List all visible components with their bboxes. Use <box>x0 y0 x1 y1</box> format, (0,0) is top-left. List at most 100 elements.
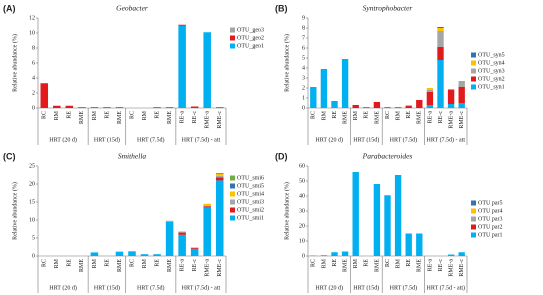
x-tick-label: RC <box>311 259 317 267</box>
x-tick-label: RE <box>332 111 338 119</box>
legend-swatch <box>471 208 476 214</box>
x-tick-label: RE-a <box>427 259 433 272</box>
bar-segment <box>437 28 444 31</box>
bar-segment <box>447 254 455 256</box>
x-tick-label: RM <box>353 258 359 268</box>
bar-segment <box>416 233 423 256</box>
y-tick-label: 0 <box>32 253 35 259</box>
bar-segment <box>78 107 86 108</box>
bar-segment <box>165 221 174 256</box>
x-tick-label: RME-a <box>448 259 454 277</box>
legend-label: OTU_smi1 <box>237 215 264 221</box>
bar-segment <box>405 233 412 256</box>
bar-segment <box>153 254 161 256</box>
x-tick-label: RE <box>364 111 370 119</box>
y-tick-label: 10 <box>29 30 35 36</box>
legend-swatch <box>471 60 476 66</box>
bar-segment <box>215 180 224 256</box>
group-label: HRT (15d) <box>94 284 120 291</box>
group-label: HRT (7.5d) - att <box>182 136 221 143</box>
legend-swatch <box>230 199 235 205</box>
x-tick-label: RE-c <box>192 111 198 124</box>
bar-segment <box>90 107 99 108</box>
y-tick-label: 5 <box>32 235 35 241</box>
group-label: HRT (15d) <box>353 136 379 143</box>
bar-segment <box>331 252 338 256</box>
x-tick-label: RE <box>67 111 73 119</box>
y-tick-label: 10 <box>299 238 305 244</box>
y-tick-label: 1 <box>302 95 305 101</box>
chart-title: Syntrophobacter <box>363 4 413 13</box>
bar-segment <box>103 107 111 108</box>
x-tick-label: RME <box>417 259 423 272</box>
x-tick-label: RM <box>321 110 327 120</box>
x-tick-label: RME-c <box>459 259 465 277</box>
legend-label: OTU_syn1 <box>478 84 505 90</box>
legend-label: OTU_geo1 <box>237 43 264 49</box>
x-tick-label: RE <box>406 111 412 119</box>
bar-segment <box>203 32 211 108</box>
x-tick-label: RM <box>54 110 60 120</box>
x-tick-label: RME-c <box>459 111 465 129</box>
x-tick-label: RC <box>42 259 48 267</box>
legend-swatch <box>471 68 476 74</box>
bar-segment <box>426 88 434 90</box>
bar-segment <box>178 234 186 256</box>
panel-label: (B) <box>275 3 288 13</box>
group-label: HRT (7.5d) <box>137 136 165 143</box>
bar-segment <box>426 90 434 92</box>
x-tick-label: RME <box>374 259 380 272</box>
group-label: HRT (15d) <box>353 284 379 291</box>
bar-segment <box>310 87 317 108</box>
bar-segment <box>165 107 174 108</box>
legend-swatch <box>471 52 476 58</box>
y-tick-label: 15 <box>29 199 35 205</box>
bar-segment <box>384 107 391 108</box>
x-tick-label: RE-a <box>427 111 433 124</box>
bar-segment <box>458 87 465 103</box>
legend-swatch <box>230 35 235 41</box>
group-label: HRT (7.5d) - att <box>182 284 221 291</box>
legend-swatch <box>471 232 476 238</box>
x-tick-label: RME <box>79 111 85 124</box>
y-tick-label: 25 <box>29 163 35 169</box>
bar-segment <box>394 175 402 256</box>
y-tick-label: 2 <box>32 90 35 96</box>
group-label: HRT (20 d) <box>49 284 77 291</box>
x-tick-label: RME-a <box>205 111 211 129</box>
x-tick-label: RE <box>104 111 110 119</box>
bar-segment <box>394 107 402 108</box>
bar-segment <box>373 102 381 108</box>
x-tick-label: RC <box>311 111 317 119</box>
y-tick-label: 4 <box>302 65 305 71</box>
y-tick-label: 6 <box>302 45 305 51</box>
y-axis-label: Relative abundance (%) <box>11 182 18 240</box>
bar-segment <box>341 59 349 108</box>
legend-label: OTU_smi5 <box>237 183 264 189</box>
bar-segment <box>178 24 186 26</box>
y-tick-label: 5 <box>302 55 305 61</box>
bar-segment <box>363 107 370 108</box>
panel-label: (D) <box>275 151 288 161</box>
legend-label: OTU_syn4 <box>478 60 505 66</box>
x-tick-label: RC <box>385 111 391 119</box>
legend-label: OTU_syn3 <box>478 68 505 74</box>
y-tick-label: 40 <box>299 193 305 199</box>
panel-label: (C) <box>3 151 16 161</box>
bar-segment <box>203 206 211 208</box>
y-axis-label: Relative abundance (%) <box>11 34 18 92</box>
y-tick-label: 20 <box>29 181 35 187</box>
legend-swatch <box>230 27 235 33</box>
bar-segment <box>90 252 99 256</box>
y-tick-label: 9 <box>302 15 305 21</box>
bar-segment <box>53 105 61 108</box>
bar-segment <box>437 31 444 47</box>
bar-segment <box>416 100 423 108</box>
bar-segment <box>165 220 174 222</box>
bar-segment <box>178 25 186 108</box>
group-label: HRT (7.5d) <box>390 136 418 143</box>
x-tick-label: RE <box>364 259 370 267</box>
x-tick-label: RME <box>342 111 348 124</box>
x-tick-label: RE-a <box>180 111 186 124</box>
y-axis-label: Relative abundance (%) <box>283 34 290 92</box>
